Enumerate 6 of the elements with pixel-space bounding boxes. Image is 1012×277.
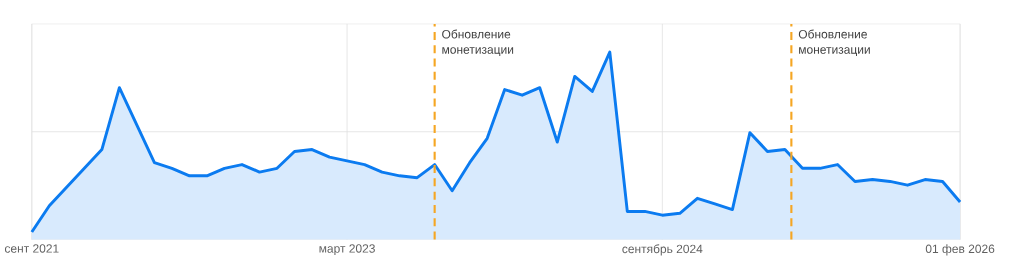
x-tick-label: сентябрь 2024 bbox=[622, 244, 703, 256]
ref-line-label: Обновление монетизации bbox=[442, 29, 514, 56]
x-tick-label: март 2023 bbox=[319, 244, 375, 255]
ref-line-label: Обновление монетизации bbox=[798, 29, 870, 56]
x-tick-label: сент 2021 bbox=[4, 244, 59, 253]
x-tick-label: 01 фев 2026 bbox=[925, 244, 995, 256]
